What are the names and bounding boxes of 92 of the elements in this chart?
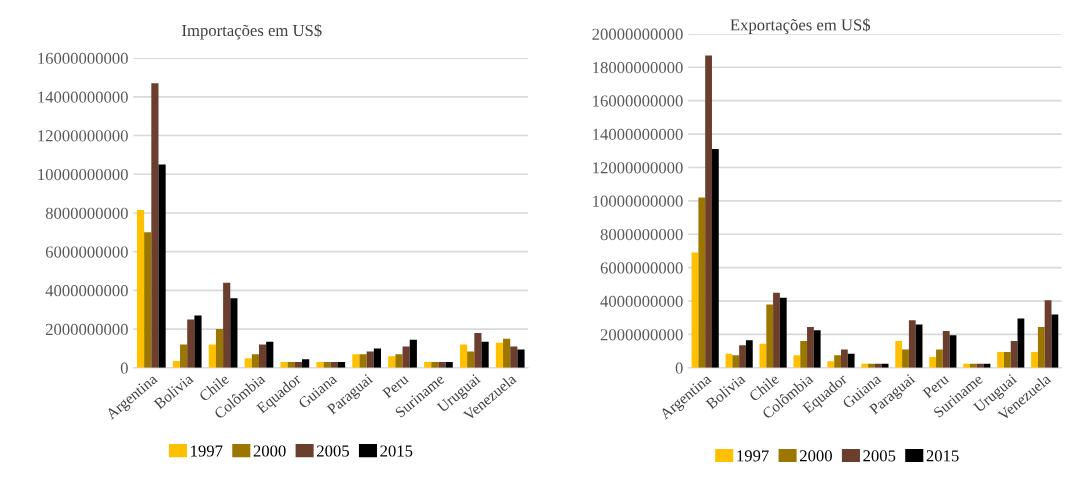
bar bbox=[503, 338, 511, 368]
legend-label: 2000 bbox=[799, 450, 832, 462]
bar bbox=[942, 331, 950, 368]
bar bbox=[766, 304, 774, 368]
bar bbox=[739, 345, 746, 368]
y-tick-label: 0 bbox=[675, 362, 683, 374]
y-tick-label: 16000000000 bbox=[593, 95, 683, 107]
bar bbox=[847, 353, 855, 368]
bar bbox=[698, 197, 706, 368]
bar bbox=[402, 346, 410, 368]
y-tick-label: 0 bbox=[120, 362, 128, 374]
bar bbox=[481, 341, 489, 368]
y-tick-label: 8000000000 bbox=[45, 207, 128, 219]
bar bbox=[151, 83, 159, 368]
legend-label: 2015 bbox=[926, 450, 959, 462]
bar bbox=[251, 354, 259, 368]
bar bbox=[352, 354, 360, 368]
bar bbox=[800, 341, 808, 368]
bar bbox=[834, 355, 841, 368]
bar bbox=[705, 55, 712, 368]
bar bbox=[223, 282, 231, 368]
bar bbox=[258, 344, 267, 368]
bar bbox=[902, 349, 909, 368]
bar bbox=[908, 320, 916, 368]
bar bbox=[997, 351, 1004, 368]
y-tick-label: 20000000000 bbox=[592, 28, 683, 40]
bar bbox=[366, 351, 374, 368]
bar bbox=[895, 341, 903, 368]
bar bbox=[773, 292, 780, 368]
bar bbox=[187, 319, 195, 368]
bar bbox=[459, 344, 468, 368]
bar bbox=[793, 355, 801, 368]
bar bbox=[438, 362, 446, 368]
y-tick-label: 12000000000 bbox=[38, 130, 128, 142]
y-tick-label: 2000000000 bbox=[45, 323, 128, 336]
bar bbox=[745, 340, 753, 368]
bar bbox=[779, 297, 787, 368]
bar bbox=[244, 358, 252, 368]
bar bbox=[136, 210, 145, 368]
bar bbox=[373, 348, 382, 368]
legend-label: 1997 bbox=[191, 445, 223, 457]
y-tick-label: 16000000000 bbox=[38, 52, 128, 65]
legend-label: 2005 bbox=[317, 445, 349, 457]
y-tick-label: 12000000000 bbox=[593, 162, 683, 174]
bar bbox=[395, 354, 403, 368]
y-tick-label: 6000000000 bbox=[600, 262, 683, 274]
bar bbox=[813, 330, 821, 368]
chart-title: Importações em US$ bbox=[182, 23, 322, 40]
bar bbox=[1037, 326, 1045, 368]
chart-title: Exportações em US$ bbox=[730, 18, 871, 34]
bar bbox=[180, 344, 188, 368]
y-tick-label: 14000000000 bbox=[593, 128, 683, 141]
bar bbox=[266, 341, 274, 368]
bar bbox=[510, 346, 518, 368]
bar bbox=[807, 326, 814, 368]
bar bbox=[1051, 314, 1059, 368]
bar bbox=[495, 342, 504, 368]
legend-label: 2015 bbox=[380, 445, 413, 457]
bar bbox=[158, 164, 166, 368]
bar bbox=[840, 349, 848, 368]
bar bbox=[467, 351, 475, 368]
bar bbox=[936, 349, 943, 368]
bar bbox=[215, 329, 224, 368]
legend-label: 2000 bbox=[253, 445, 286, 457]
bar bbox=[827, 361, 835, 368]
bar bbox=[230, 298, 238, 368]
bar bbox=[732, 355, 740, 368]
bar bbox=[517, 349, 525, 368]
legend-label: 1997 bbox=[737, 450, 769, 462]
y-tick-label: 14000000000 bbox=[38, 91, 128, 103]
bar bbox=[1010, 341, 1018, 368]
bar bbox=[1031, 351, 1038, 368]
y-tick-label: 2000000000 bbox=[600, 329, 683, 341]
legend-label: 2005 bbox=[863, 450, 896, 462]
y-tick-label: 8000000000 bbox=[600, 228, 683, 241]
bar bbox=[316, 362, 324, 368]
bar bbox=[711, 149, 719, 368]
bar bbox=[388, 356, 396, 368]
bar bbox=[409, 339, 417, 368]
y-tick-label: 18000000000 bbox=[593, 61, 683, 74]
bar bbox=[144, 232, 152, 368]
y-tick-label: 6000000000 bbox=[45, 246, 128, 258]
y-tick-label: 10000000000 bbox=[38, 168, 128, 181]
bar bbox=[929, 356, 937, 368]
bar bbox=[359, 354, 367, 368]
bar bbox=[194, 315, 202, 368]
y-tick-label: 10000000000 bbox=[593, 195, 683, 207]
bar bbox=[474, 332, 482, 368]
y-tick-label: 4000000000 bbox=[45, 285, 128, 297]
bar bbox=[208, 344, 216, 368]
bar bbox=[1003, 351, 1011, 368]
y-tick-label: 4000000000 bbox=[600, 295, 683, 307]
